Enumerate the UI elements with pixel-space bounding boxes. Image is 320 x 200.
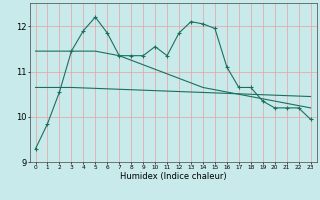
X-axis label: Humidex (Indice chaleur): Humidex (Indice chaleur) xyxy=(120,172,226,181)
